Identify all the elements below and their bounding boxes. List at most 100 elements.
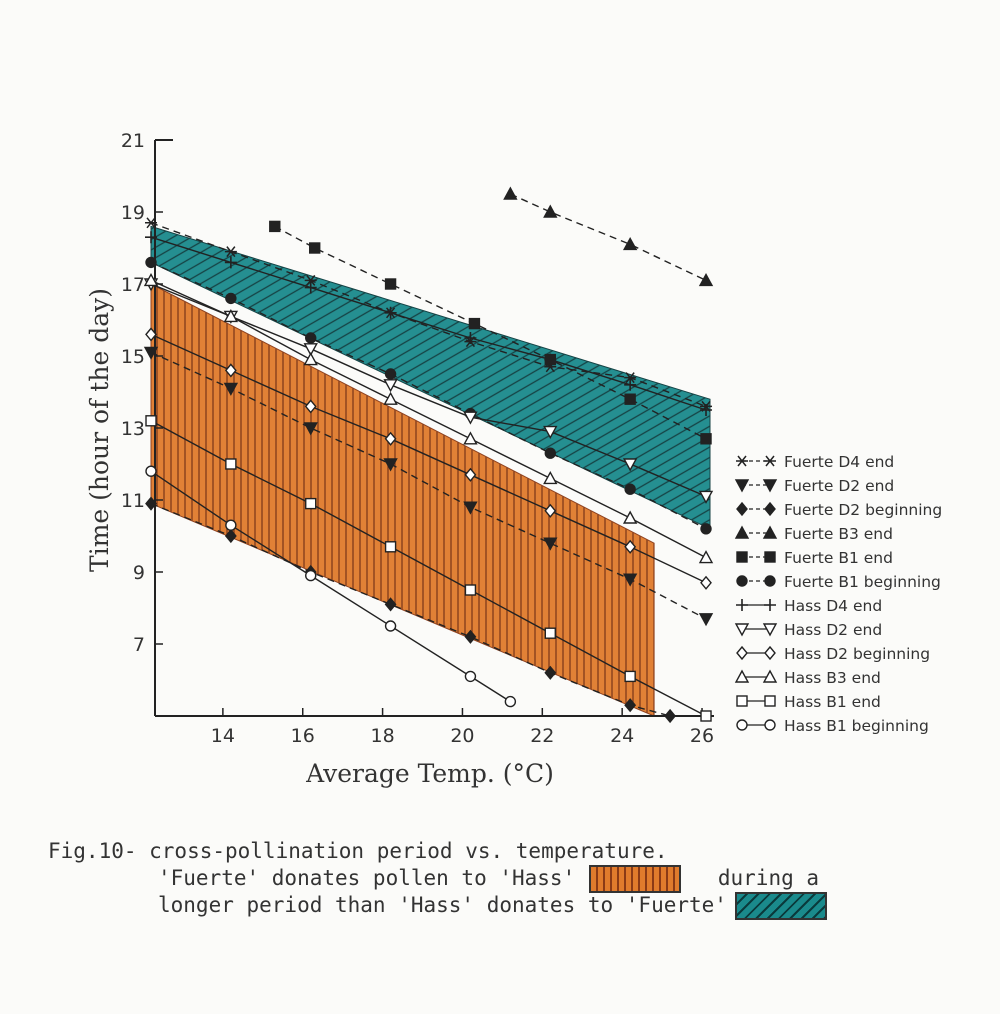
- legend-item: Hass B1 beginning: [736, 717, 929, 735]
- data-point: [383, 391, 398, 405]
- data-point: [736, 695, 748, 707]
- x-tick-label: 18: [370, 725, 394, 747]
- data-point: [143, 346, 159, 360]
- legend-item: Fuerte D2 end: [734, 477, 894, 495]
- data-point: [764, 645, 776, 661]
- data-point: [503, 186, 518, 200]
- data-point: [543, 470, 558, 485]
- legend-item: Hass D4 end: [736, 597, 882, 615]
- data-point: [145, 496, 157, 511]
- data-point: [304, 274, 317, 286]
- data-point: [225, 519, 237, 531]
- data-point: [762, 669, 778, 683]
- data-point: [624, 393, 636, 405]
- axes: 14 16 18 20 22 24 26 7 9 11 13 15 17 19 21: [121, 130, 714, 747]
- series-line: [150, 470, 511, 703]
- x-axis-label: Average Temp. (°C): [305, 759, 554, 788]
- data-point: [304, 281, 317, 294]
- legend-item: Fuerte B1 end: [736, 549, 893, 567]
- series-line: [150, 502, 671, 717]
- y-tick-label: 15: [121, 346, 145, 368]
- data-point: [305, 497, 317, 510]
- caption-line-3-text: longer period than 'Hass' donates to 'Fu…: [158, 893, 727, 917]
- data-point: [543, 204, 558, 218]
- data-point: [145, 415, 157, 427]
- data-point: [622, 573, 638, 587]
- y-tick-label: 9: [133, 562, 145, 584]
- data-point: [309, 242, 321, 254]
- caption-line-3: longer period than 'Hass' donates to 'Fu…: [48, 891, 948, 920]
- data-point: [624, 698, 637, 713]
- data-point: [305, 569, 317, 582]
- series-hass-d2-beginning: [145, 327, 712, 590]
- y-tick-label: 19: [121, 202, 145, 224]
- series-hass-b3-end: [143, 272, 714, 564]
- data-point: [384, 541, 397, 553]
- series-line: [150, 420, 707, 717]
- x-tick-label: 26: [690, 725, 714, 747]
- data-point: [384, 620, 397, 632]
- legend-label: Fuerte B3 end: [784, 525, 893, 543]
- caption-line-2-tail: during a: [705, 866, 820, 890]
- series-line: [150, 279, 707, 559]
- series-fuerte-d2-end: [143, 346, 714, 627]
- data-point: [698, 490, 714, 504]
- legend-item: Hass D2 end: [734, 621, 882, 639]
- legend-label: Hass D4 end: [784, 597, 882, 615]
- data-point: [384, 597, 397, 612]
- x-tick-label: 22: [530, 725, 554, 747]
- legend-label: Fuerte D2 beginning: [784, 501, 942, 519]
- y-tick-label: 11: [121, 490, 145, 512]
- series-line: [150, 236, 707, 411]
- data-point: [224, 246, 237, 258]
- y-tick-label: 17: [121, 274, 145, 296]
- data-point: [734, 479, 750, 493]
- legend-item: Fuerte B1 beginning: [736, 573, 941, 591]
- data-point: [384, 431, 397, 446]
- data-point: [544, 665, 557, 680]
- data-point: [764, 695, 776, 707]
- data-point: [700, 710, 712, 722]
- data-point: [664, 708, 676, 724]
- orange-band-swatch: [589, 864, 682, 893]
- legend-item: Hass B1 end: [736, 693, 881, 711]
- x-tick-label: 14: [211, 725, 235, 747]
- data-point: [304, 399, 317, 414]
- data-point: [504, 695, 517, 708]
- legend-item: Fuerte D2 beginning: [736, 501, 942, 519]
- legend: Fuerte D4 end Fuerte D2 end Fuerte D2 begi…: [734, 453, 942, 735]
- data-point: [624, 378, 637, 391]
- data-point: [464, 467, 477, 482]
- data-point: [464, 629, 477, 644]
- data-point: [624, 372, 637, 384]
- data-point: [224, 363, 237, 378]
- data-point: [622, 236, 638, 251]
- data-point: [762, 525, 778, 539]
- legend-label: Hass B1 end: [784, 693, 881, 711]
- legend-item: Fuerte D4 end: [736, 453, 894, 471]
- series-line: [150, 261, 707, 530]
- data-point: [463, 411, 478, 425]
- data-point: [464, 584, 477, 596]
- series-hass-d4-end: [145, 231, 713, 416]
- data-point: [764, 551, 776, 563]
- series-line: [150, 351, 707, 620]
- data-point: [305, 332, 317, 344]
- data-point: [622, 458, 638, 472]
- data-point: [764, 599, 776, 611]
- x-tick-label: 20: [450, 725, 474, 747]
- legend-item: Fuerte B3 end: [734, 525, 893, 543]
- data-point: [764, 501, 776, 517]
- data-point: [762, 623, 778, 637]
- data-point: [736, 599, 748, 611]
- data-point: [700, 404, 713, 416]
- series-group: [143, 186, 714, 724]
- data-point: [543, 425, 558, 440]
- data-point: [698, 613, 714, 627]
- data-point: [736, 645, 748, 661]
- data-point: [624, 539, 637, 554]
- data-point: [145, 231, 158, 244]
- data-point: [223, 382, 239, 396]
- data-point: [143, 272, 159, 287]
- series-fuerte-b1-beginning: [145, 256, 712, 535]
